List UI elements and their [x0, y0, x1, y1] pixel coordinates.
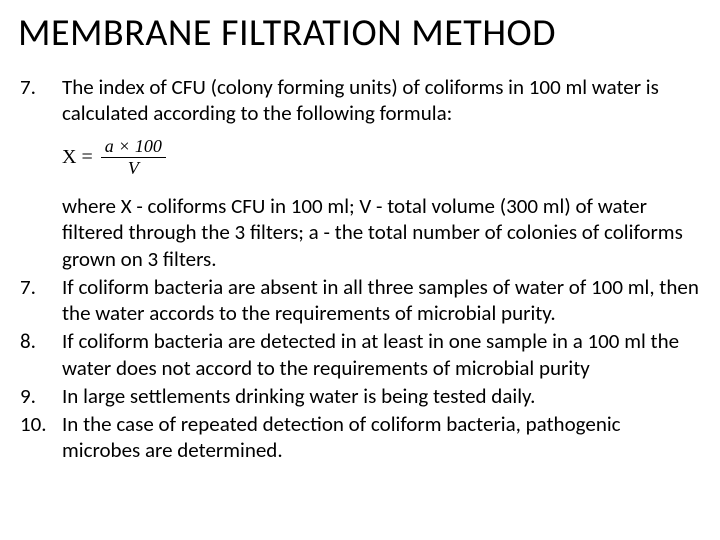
item-text: If coliform bacteria are absent in all t…: [62, 274, 700, 327]
list-item: 10. In the case of repeated detection of…: [18, 411, 700, 464]
item-text: In the case of repeated detection of col…: [62, 411, 700, 464]
where-text: where X - coliforms CFU in 100 ml; V - t…: [62, 193, 700, 272]
formula-fraction: a × 100 V: [101, 137, 166, 180]
item-text: The index of CFU (colony forming units) …: [62, 74, 700, 127]
list-item: 7. If coliform bacteria are absent in al…: [18, 274, 700, 327]
item-number: 8.: [18, 328, 62, 381]
list-item: 8. If coliform bacteria are detected in …: [18, 328, 700, 381]
item-number: 7.: [18, 274, 62, 327]
item-number: 7.: [18, 74, 62, 127]
formula-numerator: a × 100: [101, 137, 166, 159]
numbered-list: 7. The index of CFU (colony forming unit…: [18, 74, 700, 464]
item-number-blank: [18, 193, 62, 272]
item-number: 10.: [18, 411, 62, 464]
item-number: 9.: [18, 383, 62, 409]
item-text: If coliform bacteria are detected in at …: [62, 328, 700, 381]
list-item: 9. In large settlements drinking water i…: [18, 383, 700, 409]
list-item: 7. The index of CFU (colony forming unit…: [18, 74, 700, 127]
item-text: In large settlements drinking water is b…: [62, 383, 700, 409]
list-item: where X - coliforms CFU in 100 ml; V - t…: [18, 193, 700, 272]
formula: X = a × 100 V: [62, 137, 700, 180]
formula-denominator: V: [128, 158, 139, 179]
formula-lhs: X =: [62, 145, 93, 170]
page-title: MEMBRANE FILTRATION METHOD: [18, 10, 700, 56]
